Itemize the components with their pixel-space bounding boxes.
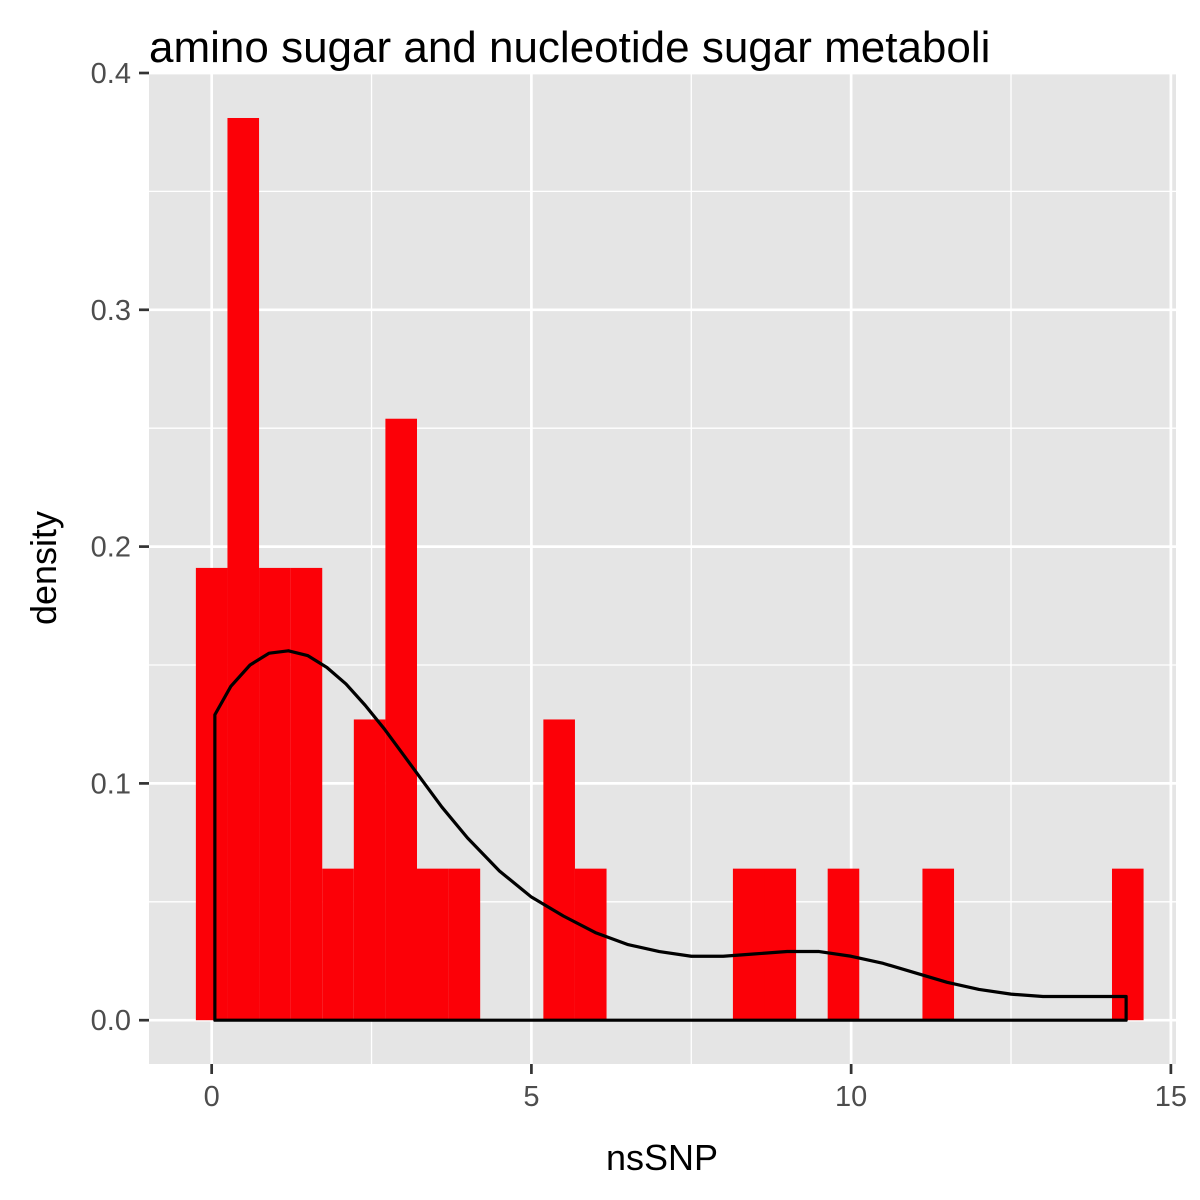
y-tick-label: 0.1 xyxy=(91,768,131,800)
x-axis-title: nsSNP xyxy=(606,1137,718,1178)
density-curve-line xyxy=(213,649,1128,1022)
histogram-bar xyxy=(290,567,323,1021)
histogram-bar xyxy=(764,868,797,1021)
histogram-bar xyxy=(322,868,354,1021)
x-axis: 0 5 10 15 xyxy=(204,1064,1187,1113)
histogram-bar xyxy=(543,719,575,1021)
histogram-bar xyxy=(574,868,607,1021)
histogram-bar xyxy=(385,418,418,1021)
histogram-bar xyxy=(227,117,260,1021)
y-axis-title: density xyxy=(23,511,64,625)
histogram-bar xyxy=(195,567,228,1021)
histogram-bar xyxy=(732,868,765,1021)
histogram-bar xyxy=(922,868,955,1021)
histogram-bar xyxy=(827,868,860,1021)
x-tick-label: 0 xyxy=(204,1081,220,1113)
histogram-bar xyxy=(259,567,291,1021)
histogram-bars xyxy=(195,117,1144,1021)
x-tick-label: 15 xyxy=(1155,1081,1187,1113)
y-tick-label: 0.3 xyxy=(91,295,131,327)
histogram-bar xyxy=(417,868,449,1021)
chart-title: amino sugar and nucleotide sugar metabol… xyxy=(149,23,990,72)
histogram-bar xyxy=(448,868,481,1021)
y-tick-label: 0.0 xyxy=(91,1005,131,1037)
x-tick-label: 5 xyxy=(523,1081,539,1113)
y-tick-label: 0.4 xyxy=(91,58,131,90)
y-axis: 0.0 0.1 0.2 0.3 0.4 xyxy=(91,58,149,1037)
histogram-bar xyxy=(353,719,386,1021)
x-tick-label: 10 xyxy=(835,1081,867,1113)
y-tick-label: 0.2 xyxy=(91,532,131,564)
